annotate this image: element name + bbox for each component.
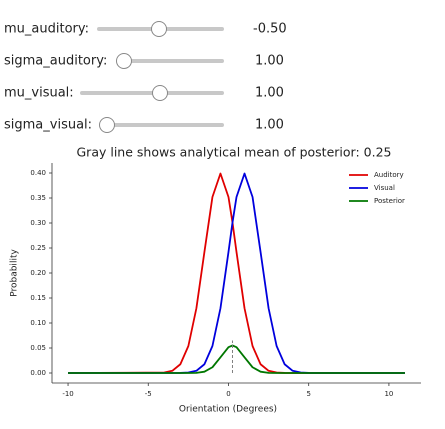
slider-value: 1.00 — [255, 54, 284, 69]
slider-knob[interactable] — [152, 85, 168, 101]
slider-knob[interactable] — [116, 53, 132, 69]
chart-title: Gray line shows analytical mean of poste… — [77, 145, 392, 160]
x-axis-label: Orientation (Degrees) — [179, 405, 277, 415]
y-tick-label: 0.05 — [30, 344, 46, 352]
y-tick-label: 0.25 — [30, 244, 46, 252]
y-tick-label: 0.35 — [30, 194, 46, 202]
legend-label: Visual — [374, 184, 395, 192]
x-tick-label: 10 — [384, 390, 393, 398]
x-tick-label: -10 — [62, 390, 73, 398]
y-tick-label: 0.10 — [30, 319, 46, 327]
y-axis-label: Probability — [10, 249, 20, 297]
y-tick-label: 0.30 — [30, 219, 46, 227]
x-tick-label: 5 — [306, 390, 310, 398]
series-line — [68, 344, 405, 374]
chart: Gray line shows analytical mean of poste… — [10, 145, 421, 415]
y-tick-label: 0.15 — [30, 294, 46, 302]
slider-value: 1.00 — [255, 118, 284, 133]
slider-row: mu_visual: 1.00 — [4, 85, 284, 101]
slider-label: sigma_visual: — [4, 118, 92, 133]
slider-label: mu_auditory: — [4, 22, 89, 37]
slider-knob[interactable] — [151, 21, 167, 37]
series-line — [68, 172, 405, 374]
y-tick-label: 0.40 — [30, 169, 46, 177]
slider-label: sigma_auditory: — [4, 54, 107, 69]
x-tick-label: 0 — [226, 390, 230, 398]
y-tick-label: 0.20 — [30, 269, 46, 277]
slider-row: sigma_visual: 1.00 — [4, 117, 284, 133]
slider-row: mu_auditory: -0.50 — [4, 21, 287, 37]
slider-value: -0.50 — [253, 22, 287, 37]
x-tick-label: -5 — [145, 390, 152, 398]
slider-label: mu_visual: — [4, 86, 74, 101]
series-line — [68, 172, 405, 374]
legend-label: Auditory — [374, 171, 404, 179]
slider-knob[interactable] — [99, 117, 115, 133]
slider-row: sigma_auditory: 1.00 — [4, 53, 284, 69]
legend-label: Posterior — [374, 197, 405, 205]
y-tick-label: 0.00 — [30, 369, 46, 377]
slider-value: 1.00 — [255, 86, 284, 101]
